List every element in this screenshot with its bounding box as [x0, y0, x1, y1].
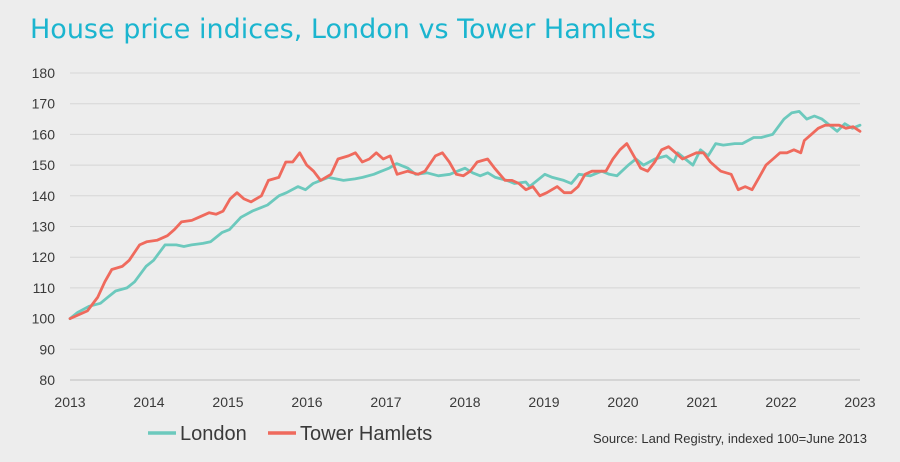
source-note: Source: Land Registry, indexed 100=June …	[593, 431, 867, 446]
x-tick-label-2018: 2018	[449, 394, 480, 410]
y-tick-label-100: 100	[32, 311, 56, 327]
x-tick-label-2015: 2015	[212, 394, 243, 410]
x-tick-label-2016: 2016	[291, 394, 322, 410]
chart-title: House price indices, London vs Tower Ham…	[30, 14, 656, 45]
series-line-london	[68, 110, 862, 320]
legend-label-london: London	[180, 423, 247, 445]
series-lines	[68, 110, 862, 320]
x-tick-label-2017: 2017	[370, 394, 401, 410]
series-line-tower-hamlets	[68, 123, 862, 320]
y-tick-label-110: 110	[33, 280, 56, 296]
x-tick-label-2013: 2013	[54, 394, 85, 410]
legend-label-tower-hamlets: Tower Hamlets	[300, 423, 432, 445]
x-tick-label-2023: 2023	[844, 394, 875, 410]
y-tick-label-180: 180	[32, 65, 56, 81]
y-tick-label-140: 140	[32, 188, 56, 204]
y-tick-label-120: 120	[32, 249, 56, 265]
x-tick-label-2022: 2022	[765, 394, 796, 410]
y-tick-label-170: 170	[32, 96, 56, 112]
x-tick-label-2014: 2014	[133, 394, 164, 410]
y-tick-label-160: 160	[32, 126, 56, 142]
axes: 80 90 100 110 120 130 140 150 160 170 180 2013 2014 2…	[32, 65, 876, 410]
x-tick-label-2020: 2020	[607, 394, 638, 410]
y-tick-label-130: 130	[32, 219, 56, 235]
x-tick-label-2021: 2021	[686, 394, 717, 410]
y-tick-label-150: 150	[32, 157, 56, 173]
x-tick-label-2019: 2019	[528, 394, 559, 410]
y-tick-label-90: 90	[39, 341, 55, 357]
legend: London Tower Hamlets	[148, 423, 432, 445]
y-tick-label-80: 80	[39, 372, 55, 388]
gridlines	[70, 72, 860, 381]
